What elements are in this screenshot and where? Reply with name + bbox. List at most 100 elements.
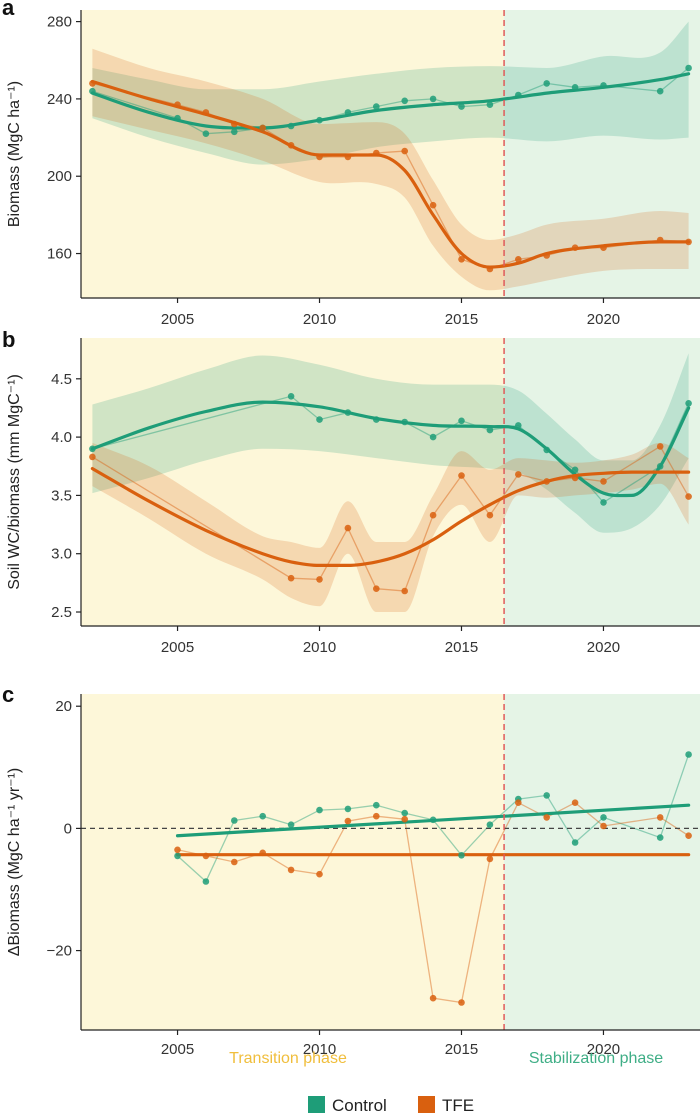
observed-line-control — [177, 754, 690, 883]
panel-b: 2005 2010 2015 2020 2.5 3.0 3.5 4.0 4.5 Soil WC/… — [2, 327, 700, 656]
data-point-tfe — [316, 870, 323, 878]
panel-a: 2005 2010 2015 2020 160 200 240 280 Biomass (Mg… — [2, 0, 700, 328]
data-point-tfe — [515, 471, 522, 478]
transition-phase-background — [81, 10, 505, 298]
data-point-control — [543, 80, 550, 87]
data-point-control — [373, 801, 380, 809]
data-point-control — [287, 393, 295, 400]
y-axis-label-a: Biomass (MgC ha⁻¹) — [6, 81, 23, 227]
x-tick-label: 2010 — [303, 1041, 336, 1058]
data-point-control — [571, 84, 579, 91]
data-point-control — [600, 814, 607, 821]
data-point-control — [486, 821, 494, 828]
panel-c: 2005 2010 2015 2020 −20 0 20 ΔBiomass (MgC ha⁻… — [2, 682, 700, 1058]
data-point-control — [543, 446, 550, 454]
x-tick-label: 2015 — [445, 311, 478, 328]
y-axis-label-b: Soil WC/biomass (mm MgC⁻¹) — [6, 374, 23, 590]
x-tick-label: 2020 — [587, 311, 620, 328]
data-point-tfe — [373, 585, 380, 592]
data-point-control — [486, 101, 494, 108]
data-point-tfe — [429, 511, 437, 519]
data-point-control — [287, 122, 295, 130]
data-point-tfe — [571, 799, 579, 806]
data-point-control — [231, 817, 238, 824]
transition-phase-label: Transition phase — [229, 1050, 347, 1067]
data-point-control — [656, 834, 664, 841]
fitted-curve-tfe — [90, 79, 691, 269]
legend-swatch-control — [308, 1096, 325, 1113]
y-tick-label: 4.0 — [51, 429, 72, 446]
confidence-band-tfe — [92, 48, 689, 291]
data-point-control — [202, 878, 210, 885]
panel-label-b: b — [2, 327, 15, 352]
stabilization-phase-label: Stabilization phase — [529, 1050, 663, 1067]
data-point-tfe — [458, 999, 465, 1006]
x-tick-label: 2015 — [445, 1041, 478, 1058]
data-point-tfe — [202, 109, 210, 116]
data-point-control — [316, 116, 323, 124]
data-point-control — [344, 409, 352, 416]
data-point-tfe — [401, 815, 409, 823]
data-point-control — [174, 852, 181, 860]
fitted-curve-control — [90, 400, 691, 498]
legend-label-control: Control — [332, 1096, 387, 1115]
data-point-tfe — [373, 149, 380, 157]
data-point-tfe — [89, 453, 96, 461]
y-axis-label-c: ΔBiomass (MgC ha⁻¹ yr⁻¹) — [6, 768, 23, 956]
y-tick-label: 160 — [47, 246, 72, 263]
x-tick-label: 2020 — [587, 1041, 620, 1058]
x-tick-label: 2020 — [587, 639, 620, 656]
data-point-tfe — [174, 101, 181, 108]
data-point-tfe — [486, 265, 494, 273]
y-tick-label: 3.5 — [51, 487, 72, 504]
data-point-control — [486, 426, 494, 434]
data-point-control — [685, 64, 692, 72]
data-point-control — [316, 806, 323, 814]
data-point-tfe — [486, 511, 494, 519]
legend: Control TFE — [308, 1096, 474, 1115]
data-point-tfe — [259, 849, 267, 857]
x-tick-label: 2010 — [303, 639, 336, 656]
data-point-tfe — [515, 799, 522, 806]
fitted-curve-control — [90, 72, 691, 130]
data-point-control — [202, 130, 210, 137]
data-point-tfe — [287, 574, 295, 582]
legend-label-tfe: TFE — [442, 1096, 474, 1115]
data-point-tfe — [515, 255, 522, 263]
y-tick-label: 280 — [47, 14, 72, 31]
data-point-tfe — [571, 474, 579, 482]
data-point-control — [89, 445, 96, 453]
y-tick-label: 240 — [47, 91, 72, 108]
data-point-tfe — [287, 866, 295, 874]
data-point-tfe — [344, 153, 352, 161]
data-point-control — [344, 805, 352, 813]
data-point-tfe — [543, 478, 550, 485]
x-tick-label: 2005 — [161, 1041, 194, 1058]
data-point-control — [316, 416, 323, 423]
data-point-control — [571, 839, 579, 846]
data-point-tfe — [316, 153, 323, 161]
data-point-control — [89, 87, 96, 95]
legend-swatch-tfe — [418, 1096, 435, 1113]
data-point-control — [344, 109, 352, 116]
panel-label-c: c — [2, 682, 14, 707]
data-point-control — [685, 400, 692, 407]
y-tick-label: 4.5 — [51, 371, 72, 388]
data-point-control — [543, 792, 550, 799]
data-point-control — [656, 87, 664, 95]
data-point-tfe — [231, 120, 238, 128]
data-point-tfe — [543, 814, 550, 821]
data-point-control — [600, 82, 607, 89]
data-point-tfe — [429, 994, 437, 1002]
y-tick-label: 2.5 — [51, 604, 72, 621]
data-point-tfe — [174, 846, 181, 854]
data-point-tfe — [685, 493, 692, 500]
data-point-tfe — [401, 587, 409, 595]
data-point-control — [373, 416, 380, 423]
data-point-tfe — [543, 252, 550, 259]
data-point-control — [231, 128, 238, 136]
data-point-tfe — [656, 236, 664, 244]
data-point-tfe — [600, 478, 607, 485]
confidence-band-control — [92, 353, 689, 533]
fitted-curve-tfe — [90, 467, 691, 568]
